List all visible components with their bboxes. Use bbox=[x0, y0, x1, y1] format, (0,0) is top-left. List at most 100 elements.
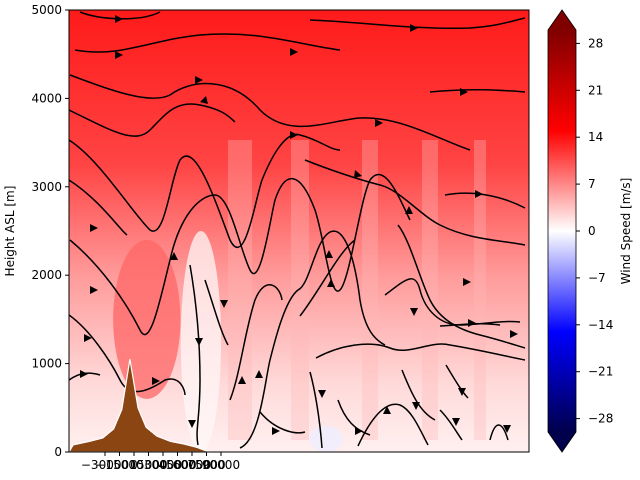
streamline-arrow bbox=[375, 119, 383, 127]
streamline-arrow bbox=[90, 286, 98, 294]
colorbar-tick-label: −7 bbox=[588, 271, 606, 285]
wind-speed-field bbox=[69, 10, 529, 452]
streamline-arrow bbox=[115, 51, 123, 59]
streamline bbox=[69, 103, 236, 137]
streamline-arrow bbox=[84, 334, 92, 342]
colorbar-tick-label: 14 bbox=[588, 130, 603, 144]
y-tick-label: 2000 bbox=[31, 268, 62, 282]
streamline-arrow bbox=[355, 427, 363, 435]
wind-speed-region bbox=[113, 239, 181, 399]
plot-frame bbox=[68, 9, 530, 453]
streamline-arrow bbox=[475, 190, 483, 198]
colorbar-scale bbox=[548, 30, 576, 432]
streamline bbox=[337, 399, 371, 436]
colorbar: −28 −21 −14 −7 0 7 14 21 28 Wind Speed [m/s] bbox=[547, 9, 633, 453]
streamline-arrow bbox=[458, 388, 466, 396]
colorbar-tick-label: −14 bbox=[588, 318, 613, 332]
colorbar-ticks: −28 −21 −14 −7 0 7 14 21 28 bbox=[576, 36, 613, 426]
streamline-arrow bbox=[90, 224, 98, 232]
field-regions bbox=[113, 140, 486, 452]
streamline bbox=[69, 74, 471, 151]
streamline bbox=[69, 179, 128, 236]
streamline-arrow bbox=[170, 252, 178, 260]
streamline-arrow bbox=[468, 319, 476, 327]
colorbar-extend-min bbox=[548, 432, 576, 452]
terrain bbox=[69, 359, 212, 452]
streamline bbox=[357, 403, 429, 447]
colorbar-extend-max bbox=[548, 10, 576, 30]
streamline bbox=[229, 284, 283, 401]
streamline bbox=[299, 239, 356, 317]
wind-speed-streak bbox=[228, 140, 252, 440]
wind-speed-streak bbox=[422, 140, 438, 440]
colorbar-tick-label: 0 bbox=[588, 224, 596, 238]
streamlines bbox=[69, 11, 526, 449]
x-axis: −30000−150000150003000045000600007500090… bbox=[81, 452, 240, 472]
streamline-arrow bbox=[290, 131, 298, 139]
streamline bbox=[315, 343, 526, 361]
streamline-arrow bbox=[510, 330, 518, 338]
streamline bbox=[259, 411, 306, 434]
streamline-arrow bbox=[195, 338, 203, 346]
streamline bbox=[439, 409, 463, 441]
streamline-arrow bbox=[272, 427, 280, 435]
streamline bbox=[429, 88, 526, 93]
colorbar-label: Wind Speed [m/s] bbox=[619, 178, 633, 285]
x-tick-label: −30000 bbox=[81, 458, 129, 472]
colorbar-outline bbox=[547, 9, 577, 453]
streamline-arrow bbox=[452, 418, 460, 426]
y-tick-label: 3000 bbox=[31, 180, 62, 194]
colorbar-tick-label: 7 bbox=[588, 177, 596, 191]
y-tick-label: 5000 bbox=[31, 3, 62, 17]
x-tick-label: 45000 bbox=[158, 458, 196, 472]
wind-speed-streak bbox=[291, 140, 309, 440]
streamline-arrow bbox=[80, 370, 88, 378]
streamline-arrow bbox=[325, 250, 333, 258]
streamline bbox=[489, 424, 509, 441]
streamline-arrow bbox=[405, 206, 413, 214]
wind-speed-streak bbox=[474, 140, 486, 440]
streamline-arrow bbox=[188, 420, 196, 428]
streamline-arrow bbox=[327, 279, 335, 287]
y-tick-label: 0 bbox=[54, 445, 62, 459]
streamline-arrow bbox=[412, 402, 420, 410]
streamline-arrow bbox=[354, 170, 362, 178]
colorbar-tick-label: −28 bbox=[588, 412, 613, 426]
x-tick-label: 30000 bbox=[144, 458, 182, 472]
streamline bbox=[384, 278, 521, 326]
streamline bbox=[69, 173, 411, 336]
streamline-arrow bbox=[115, 15, 123, 23]
wind-speed-streak bbox=[362, 140, 378, 440]
y-axis: 0 1000 2000 3000 4000 5000 bbox=[31, 3, 69, 459]
x-tick-label: 0 bbox=[130, 458, 138, 472]
y-tick-label: 1000 bbox=[31, 357, 62, 371]
streamline bbox=[401, 369, 436, 421]
x-tick-label: 75000 bbox=[187, 458, 225, 472]
streamline-arrow bbox=[200, 96, 208, 104]
x-tick-label: 90000 bbox=[202, 458, 240, 472]
streamline bbox=[239, 230, 386, 449]
streamline-arrow bbox=[318, 390, 326, 398]
streamline bbox=[74, 33, 341, 53]
x-tick-label: 15000 bbox=[129, 458, 167, 472]
y-axis-label: Height ASL [m] bbox=[3, 186, 17, 277]
streamline bbox=[189, 264, 201, 446]
streamline-arrow bbox=[410, 24, 418, 32]
streamline-arrow bbox=[460, 88, 468, 96]
colorbar-tick-label: −21 bbox=[588, 365, 613, 379]
streamline bbox=[309, 371, 323, 449]
streamline bbox=[309, 17, 526, 30]
streamline bbox=[204, 279, 229, 346]
streamline-arrows bbox=[80, 15, 518, 435]
streamline-arrow bbox=[290, 48, 298, 56]
wind-speed-region bbox=[309, 425, 343, 452]
streamline-arrow bbox=[255, 370, 263, 378]
streamline bbox=[304, 159, 526, 246]
colorbar-tick-label: 21 bbox=[588, 83, 603, 97]
streamline-arrow bbox=[195, 76, 203, 84]
streamline-arrow bbox=[238, 376, 246, 384]
streamline-arrow bbox=[220, 300, 228, 308]
streamline bbox=[397, 224, 526, 349]
x-tick-label: −15000 bbox=[95, 458, 143, 472]
